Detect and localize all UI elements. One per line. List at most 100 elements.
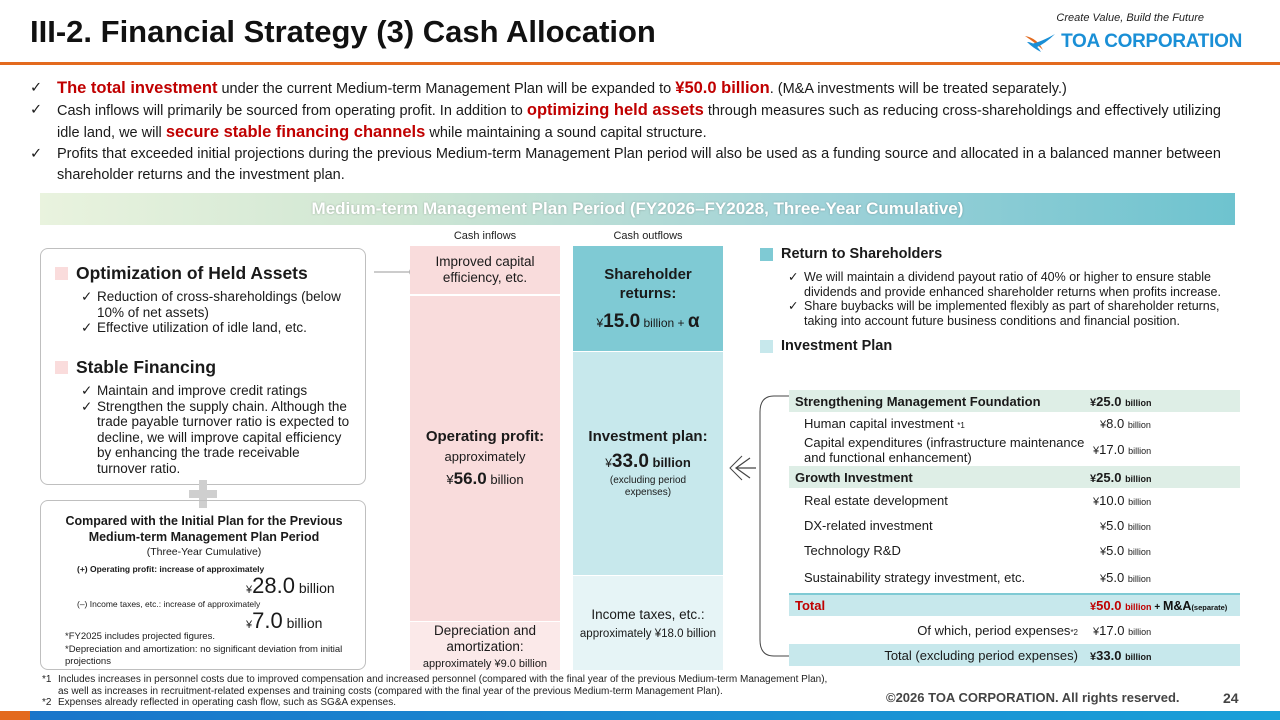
row-value: 5.0 (1106, 518, 1125, 533)
row-value: 25.0 (1096, 469, 1122, 485)
logo-text: TOA CORPORATION (1061, 31, 1242, 52)
list-item: ✓ Effective utilization of idle land, etc… (81, 320, 351, 336)
returns-title: Return to Shareholders (760, 246, 1240, 262)
unit-text: billion (298, 580, 335, 596)
footnote-2: *2 Expenses already reflected in operatin… (42, 697, 942, 709)
list-item: ✓ Reduction of cross-shareholdings (below… (81, 289, 351, 320)
table-row: Of which, period expenses*2 ¥17.0 billio… (789, 616, 1240, 644)
company-logo: TOA CORPORATION (1023, 30, 1242, 54)
capital-efficiency-block: Improved capital efficiency, etc. (410, 246, 560, 294)
investment-plan-block: Investment plan: ¥33.0 billion (excludin… (573, 352, 723, 575)
footnote-mark: *2 (42, 697, 52, 708)
block-text: approximately (444, 449, 526, 464)
section-title-text: Investment Plan (781, 338, 893, 354)
yen-sign: ¥ (1090, 650, 1097, 663)
unit-text: billion (286, 615, 323, 631)
table-row-subtotal: Total (excluding period expenses) ¥33.0 … (789, 644, 1240, 666)
yen-sign: ¥ (1100, 521, 1107, 533)
light-teal-square-icon (760, 339, 773, 353)
shareholder-returns-block: Shareholder returns: ¥15.0 billion + α (573, 246, 723, 351)
unit-text: billion (1127, 419, 1151, 430)
footnote-text: Includes increases in personnel costs du… (58, 674, 828, 685)
check-icon: ✓ (81, 320, 93, 335)
header-rule (0, 62, 1280, 65)
unit-text: billion (648, 455, 691, 470)
returns-list: ✓ We will maintain a dividend payout rati… (788, 270, 1240, 328)
unit-text: billion (1127, 573, 1151, 584)
plus-text: + (1151, 602, 1163, 613)
row-label: Total (excluding period expenses) (884, 647, 1078, 663)
yen-sign: ¥ (1100, 546, 1107, 558)
check-icon: ✓ (30, 146, 43, 162)
bullet-text: under the current Medium-term Management… (217, 81, 676, 97)
footer-accent (0, 711, 30, 720)
yen-sign: ¥ (1090, 396, 1097, 409)
income-taxes-block: Income taxes, etc.: approximately ¥18.0 … (573, 576, 723, 670)
table-divider (789, 593, 1240, 595)
row-value: 17.0 (1099, 441, 1125, 457)
held-assets-title: Optimization of Held Assets (55, 263, 308, 284)
value-number: 7.0 (252, 608, 283, 633)
check-icon: ✓ (788, 299, 799, 313)
check-icon: ✓ (81, 383, 93, 398)
row-label: Human capital investment (804, 415, 954, 431)
table-row: Strengthening Management Foundation ¥25.… (789, 390, 1240, 412)
list-item: ✓ Share buybacks will be implemented flex… (788, 299, 1240, 328)
operating-profit-block: Operating profit: approximately ¥56.0 bi… (410, 296, 560, 621)
unit-text: billion (1125, 651, 1152, 662)
block-title: Depreciation and amortization: (433, 622, 537, 654)
ma-text: M&A (1162, 599, 1192, 613)
yen-sign: ¥ (1093, 496, 1100, 508)
check-icon: ✓ (30, 80, 43, 96)
list-item: ✓ We will maintain a dividend payout rati… (788, 270, 1240, 299)
check-icon: ✓ (30, 102, 43, 118)
copyright: ©2026 TOA CORPORATION. All rights reserv… (886, 690, 1180, 705)
plus-icon (189, 480, 217, 508)
investment-title: Investment Plan (760, 338, 1240, 354)
value-number: 56.0 (453, 469, 487, 488)
highlight-text: optimizing held assets (526, 101, 704, 119)
unit-text: billion (1128, 626, 1152, 637)
intro-bullets: ✓ The total investment under the current… (30, 78, 1245, 186)
investment-table: Strengthening Management Foundation ¥25.… (789, 390, 1240, 666)
value-number: 33.0 (611, 451, 649, 472)
row-value: 5.0 (1106, 543, 1125, 558)
value-number: 28.0 (252, 573, 295, 598)
value-number: 15.0 (603, 310, 641, 332)
table-row-total: Total ¥50.0 billion + M&A(separate) (789, 595, 1240, 616)
unit-text: billion (1125, 473, 1152, 484)
stable-financing-title: Stable Financing (55, 357, 216, 378)
table-row: Technology R&D ¥5.0 billion (789, 538, 1240, 563)
footnote-text: as well as increases in recruitment-rela… (58, 685, 723, 697)
yen-sign: ¥ (246, 619, 253, 631)
check-icon: ✓ (788, 270, 799, 284)
footer-bar (0, 711, 1280, 720)
table-row: Capital expenditures (infrastructure mai… (789, 434, 1240, 466)
unit-text: billion + (640, 315, 688, 330)
footnote-mark: *1 (42, 674, 52, 685)
unit-text: billion (1128, 445, 1152, 456)
page-number: 24 (1223, 690, 1239, 706)
check-icon: ✓ (81, 398, 93, 414)
unit-text: billion (1125, 602, 1152, 612)
footnote-mark: *2 (1070, 627, 1078, 637)
table-row: Sustainability strategy investment, etc.… (789, 563, 1240, 591)
highlight-text: ¥50.0 billion (675, 79, 770, 97)
block-note: (excluding period expenses) (609, 475, 687, 498)
block-title: Operating profit: (425, 428, 545, 445)
depreciation-block: Depreciation and amortization: approxima… (410, 622, 560, 670)
pink-square-icon (55, 361, 68, 374)
row-value: 5.0 (1106, 569, 1125, 585)
bullet-3: ✓ Profits that exceeded initial projecti… (30, 144, 1245, 186)
pink-square-icon (55, 267, 68, 280)
op-increase-label: (+) Operating profit: increase of approx… (77, 564, 265, 574)
unit-text: billion (1127, 547, 1151, 557)
list-item: ✓ Strengthen the supply chain. Although t… (81, 399, 351, 477)
bullet-1: ✓ The total investment under the current… (30, 78, 1245, 100)
bird-logo-icon (1025, 34, 1056, 52)
yen-sign: ¥ (1090, 601, 1097, 613)
footnote-depreciation: *Depreciation and amortization: no signi… (65, 644, 343, 667)
footnote-mark: *1 (957, 420, 965, 430)
row-value: 33.0 (1096, 647, 1122, 663)
yen-sign: ¥ (246, 584, 253, 596)
